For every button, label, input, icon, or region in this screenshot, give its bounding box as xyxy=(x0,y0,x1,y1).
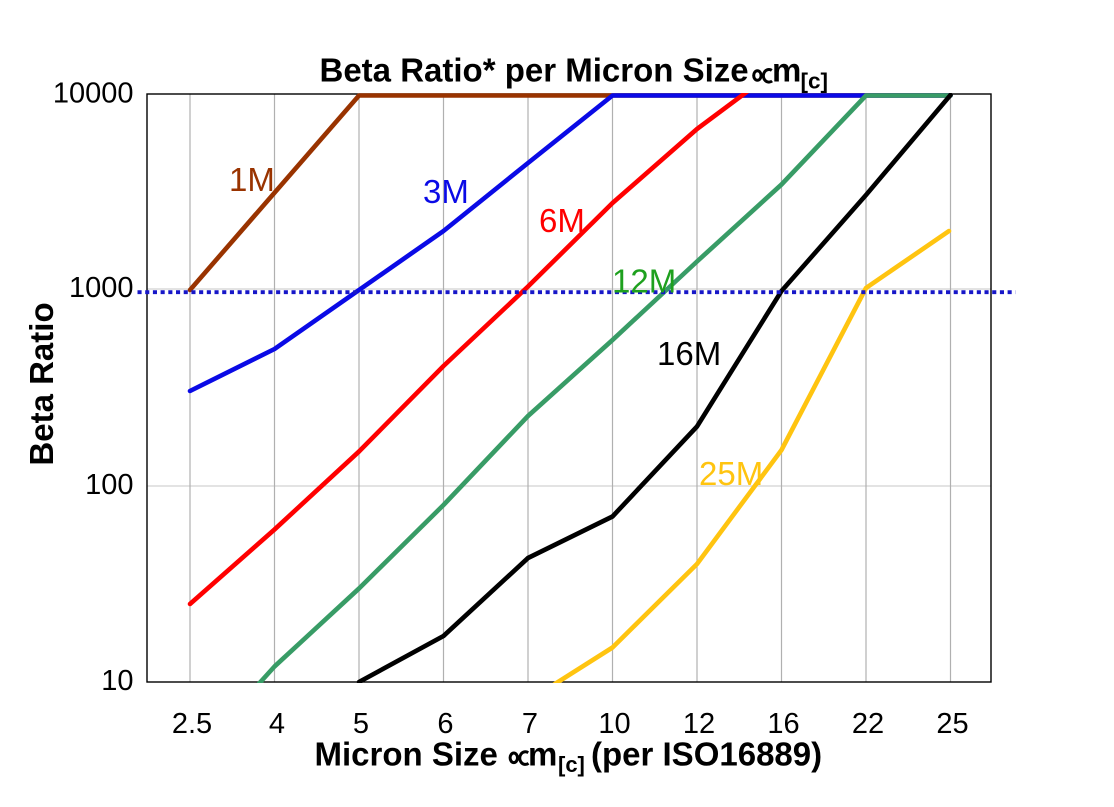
svg-text:[c]: [c] xyxy=(801,69,829,94)
svg-text:6M: 6M xyxy=(539,202,585,239)
svg-text:m: m xyxy=(528,736,557,773)
svg-text:[c]: [c] xyxy=(558,752,585,777)
svg-text:1M: 1M xyxy=(229,161,275,198)
svg-text:Beta Ratio: Beta Ratio xyxy=(23,302,60,465)
svg-text:25M: 25M xyxy=(699,455,763,492)
svg-text:12: 12 xyxy=(683,708,715,740)
svg-text:m: m xyxy=(772,52,801,89)
svg-text:16M: 16M xyxy=(657,335,721,372)
svg-text:Micron Size: Micron Size xyxy=(315,736,498,773)
svg-text:7: 7 xyxy=(522,708,538,740)
svg-text:10: 10 xyxy=(598,708,630,740)
svg-text:22: 22 xyxy=(852,708,884,740)
svg-text:1000: 1000 xyxy=(69,272,134,304)
svg-text:100: 100 xyxy=(85,469,133,501)
svg-text:10: 10 xyxy=(101,665,133,697)
svg-text:12M: 12M xyxy=(612,263,676,300)
svg-text:5: 5 xyxy=(353,708,369,740)
svg-text:Beta Ratio* per Micron Size: Beta Ratio* per Micron Size xyxy=(320,52,749,89)
svg-text:4: 4 xyxy=(269,708,285,740)
svg-text:(per ISO16889): (per ISO16889) xyxy=(591,736,822,773)
svg-text:10000: 10000 xyxy=(53,78,134,110)
svg-text:3M: 3M xyxy=(423,173,469,210)
svg-text:6: 6 xyxy=(437,708,453,740)
svg-text:25: 25 xyxy=(936,708,968,740)
svg-text:2.5: 2.5 xyxy=(172,708,212,740)
svg-text:16: 16 xyxy=(767,708,799,740)
